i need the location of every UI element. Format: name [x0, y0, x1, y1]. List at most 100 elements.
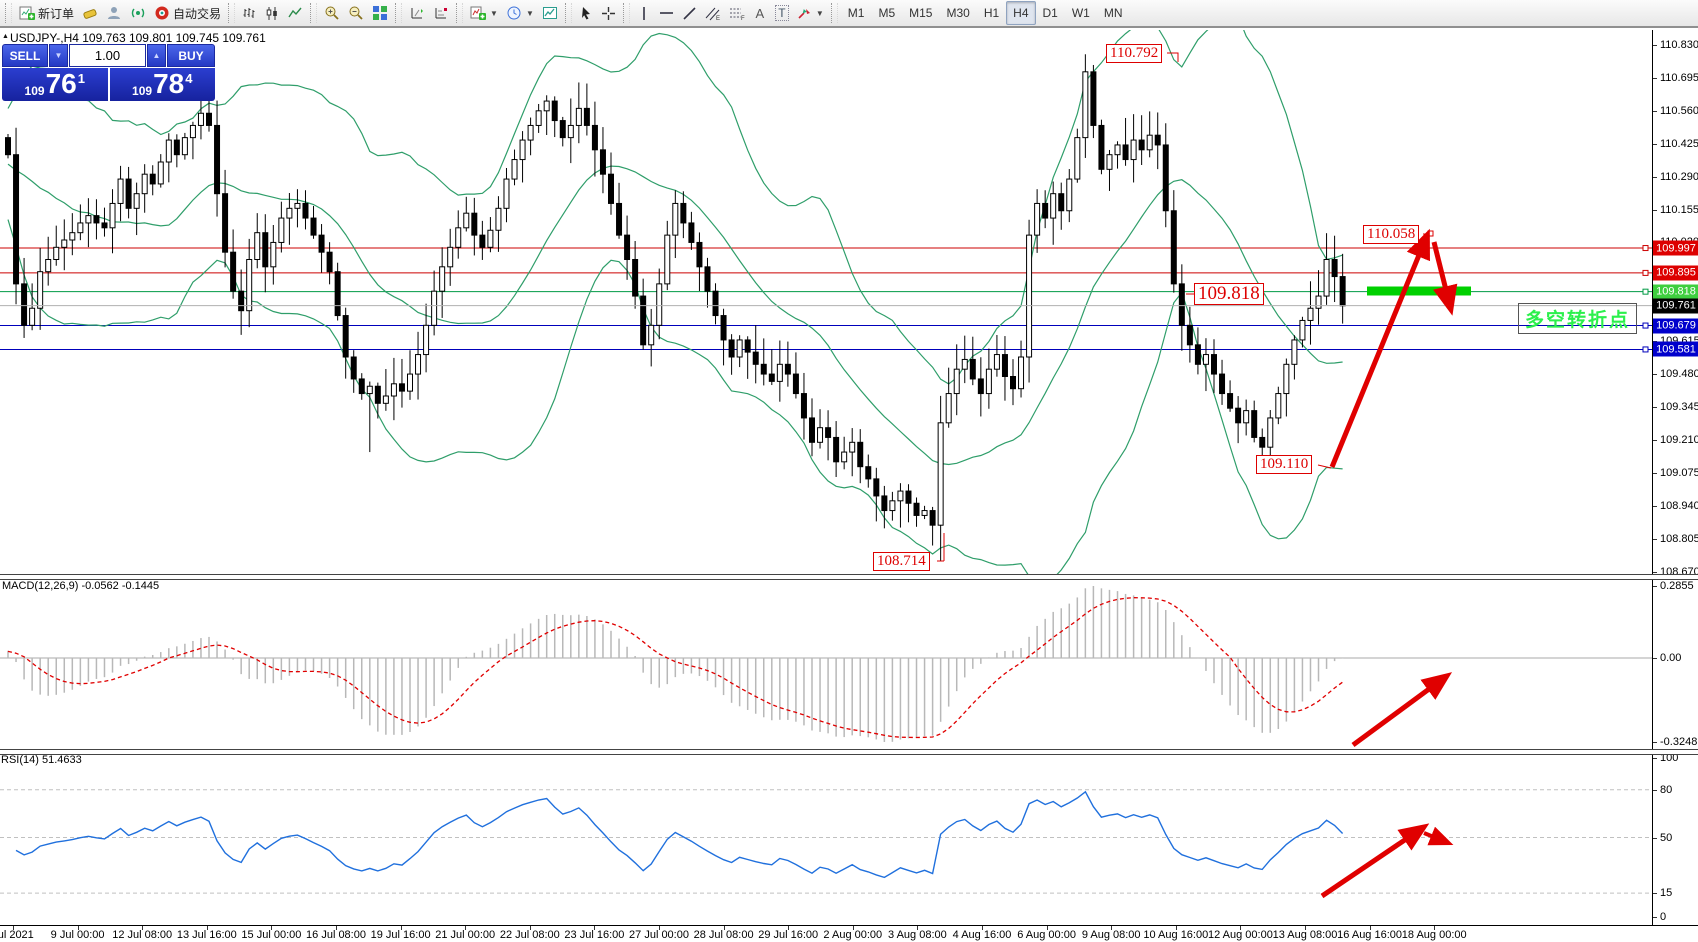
- bar-chart-type-button[interactable]: [238, 1, 261, 25]
- axis-tick-label: 110.290: [1660, 170, 1698, 183]
- arrange-vertical-button[interactable]: [429, 1, 453, 25]
- timeframe-h1[interactable]: H1: [977, 1, 1006, 25]
- arrange-horizontal-button[interactable]: [405, 1, 429, 25]
- channel-tool-button[interactable]: E: [701, 1, 725, 25]
- text-tool-icon: A: [755, 5, 765, 21]
- new-order-button[interactable]: 新订单: [15, 1, 78, 25]
- toolbar-grip: [564, 3, 572, 23]
- autotrading-button[interactable]: 自动交易: [150, 1, 225, 25]
- sell-price-sup: 1: [77, 71, 85, 86]
- text-tool-button[interactable]: A: [749, 1, 771, 25]
- timeframe-w1[interactable]: W1: [1065, 1, 1097, 25]
- rsi-arrow[interactable]: [1423, 826, 1454, 846]
- axis-tick-label: 110.155: [1660, 203, 1698, 216]
- date-label: 4 Aug 16:00: [952, 929, 1012, 941]
- fibonacci-icon: F: [729, 8, 745, 21]
- price-callout[interactable]: 110.058: [1363, 225, 1420, 244]
- hline-handle[interactable]: [1642, 288, 1649, 295]
- crosshair-tool-button[interactable]: [597, 1, 620, 25]
- arrange-vertical-icon: [435, 8, 448, 19]
- date-label: 6 Aug 00:00: [1017, 929, 1076, 941]
- period-caret: ▼: [525, 8, 534, 18]
- macd-arrow[interactable]: [1351, 672, 1453, 748]
- trend-arrow[interactable]: [1431, 241, 1458, 316]
- price-callout[interactable]: 109.110: [1256, 455, 1313, 474]
- svg-text:E: E: [716, 16, 720, 21]
- date-label: 29 Jul 16:00: [758, 929, 819, 941]
- note-text-box[interactable]: 多空转折点: [1518, 303, 1638, 334]
- hline-handle[interactable]: [1642, 245, 1649, 252]
- zoom-out-button[interactable]: [344, 1, 368, 25]
- text-label-tool-button[interactable]: T: [771, 1, 793, 25]
- toolbar-grip: [5, 3, 12, 23]
- macd-min-label: -0.3248: [1660, 736, 1698, 748]
- signal-button[interactable]: [126, 1, 150, 25]
- trend-arrow[interactable]: [1329, 228, 1430, 468]
- price-axis[interactable]: 110.830 110.695 110.560 110.425 110.290 110.1…: [1652, 30, 1698, 925]
- period-button[interactable]: ▼: [502, 1, 538, 25]
- timeframe-m30[interactable]: M30: [939, 1, 976, 25]
- panel-separator[interactable]: [0, 749, 1698, 755]
- trendline-icon: [683, 6, 696, 20]
- arrows-tool-button[interactable]: ▼: [793, 1, 828, 25]
- vertical-line-tool-button[interactable]: [633, 1, 655, 25]
- equidistant-channel-icon: E: [705, 7, 720, 21]
- date-label: 19 Jul 16:00: [370, 929, 431, 941]
- buy-price-big: 78: [153, 68, 185, 99]
- new-order-icon: [19, 6, 35, 20]
- cursor-icon: [581, 6, 590, 19]
- volume-increase-button[interactable]: ▲: [147, 44, 166, 67]
- line-chart-type-button[interactable]: [284, 1, 307, 25]
- rsi-arrow[interactable]: [1320, 823, 1430, 899]
- profile-button[interactable]: [102, 1, 126, 25]
- timeframe-m5[interactable]: M5: [871, 1, 902, 25]
- volume-decrease-button[interactable]: ▼: [49, 44, 68, 67]
- timeframe-d1[interactable]: D1: [1036, 1, 1065, 25]
- sell-button[interactable]: SELL: [2, 44, 48, 67]
- cursor-tool-button[interactable]: [575, 1, 597, 25]
- new-order-label: 新订单: [38, 6, 75, 21]
- timeframe-m1[interactable]: M1: [841, 1, 872, 25]
- volume-input[interactable]: 1.00: [69, 44, 146, 67]
- sell-price[interactable]: 109 76 1: [2, 68, 108, 101]
- hline-handle[interactable]: [1642, 322, 1649, 329]
- indicator-line: [15, 790, 1344, 879]
- profile-icon: [108, 7, 121, 19]
- timeframe-mn[interactable]: MN: [1097, 1, 1130, 25]
- svg-text:F: F: [741, 16, 745, 21]
- hline-handle[interactable]: [1642, 269, 1649, 276]
- date-label: 12 Aug 00:00: [1207, 929, 1273, 941]
- sell-price-big: 76: [45, 68, 77, 99]
- timeframe-h4[interactable]: H4: [1006, 1, 1036, 25]
- tile-windows-button[interactable]: [368, 1, 392, 25]
- rsi-tick-label: 0: [1660, 911, 1667, 923]
- candlestick-type-button[interactable]: [261, 1, 284, 25]
- rsi-tick-label: 15: [1660, 887, 1673, 900]
- hline-handle[interactable]: [1642, 346, 1649, 353]
- rsi-label: RSI(14) 51.4633: [1, 754, 82, 766]
- eraser-button[interactable]: [78, 1, 102, 25]
- date-label: 13 Aug 08:00: [1272, 929, 1338, 941]
- add-indicator-button[interactable]: ▼: [466, 1, 502, 25]
- axis-tick-label: 108.940: [1660, 499, 1698, 512]
- fibonacci-tool-button[interactable]: F: [725, 1, 749, 25]
- candlestick-icon: [266, 6, 277, 20]
- price-callout[interactable]: 108.714: [873, 552, 930, 571]
- timeframe-m15[interactable]: M15: [902, 1, 939, 25]
- price-callout[interactable]: 110.792: [1106, 44, 1163, 63]
- panel-separator[interactable]: [0, 574, 1698, 580]
- zoom-in-button[interactable]: [320, 1, 344, 25]
- callout-connector: [937, 533, 945, 562]
- horizontal-line-tool-button[interactable]: [655, 1, 678, 25]
- macd-label: MACD(12,26,9) -0.0562 -0.1445: [2, 580, 160, 592]
- date-label: 16 Aug 16:00: [1337, 929, 1403, 941]
- trendline-tool-button[interactable]: [678, 1, 701, 25]
- one-click-collapse-arrow[interactable]: ▲: [2, 33, 9, 40]
- price-callout[interactable]: 109.818: [1194, 283, 1264, 305]
- vertical-line-icon: [643, 6, 645, 20]
- templates-button[interactable]: [538, 1, 562, 25]
- buy-button[interactable]: BUY: [167, 44, 215, 67]
- buy-price[interactable]: 109 78 4: [109, 68, 215, 101]
- zoom-out-icon: [349, 6, 363, 20]
